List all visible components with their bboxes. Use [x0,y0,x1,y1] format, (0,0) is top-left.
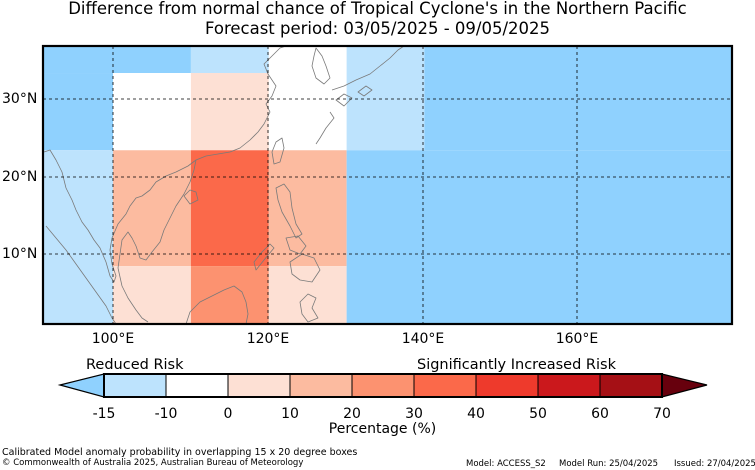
anomaly-cell [190,266,269,324]
lon-label-100e: 100°E [91,331,135,347]
footer-method-note: Calibrated Model anomaly probability in … [2,447,358,458]
anomaly-cell [346,46,425,151]
anomaly-cell [424,46,732,151]
colorbar-tick: 0 [223,406,233,422]
anomaly-cell [190,150,269,267]
anomaly-cell [346,150,732,324]
anomaly-cell [113,73,191,151]
lat-label-30n: 30°N [2,91,38,107]
coastline-indochina [117,159,197,269]
footer-copyright: © Commonwealth of Australia 2025, Austra… [2,458,304,468]
colorbar-bin [413,373,477,398]
colorbar-tick: -15 [92,406,116,422]
colorbar-tick: -10 [154,406,178,422]
colorbar-over-arrow [661,373,708,398]
colorbar-frame [103,373,663,398]
colorbar-bin [165,373,229,398]
anomaly-cell [190,46,269,74]
colorbar-bin [475,373,539,398]
coastline-sumatra [45,225,117,325]
coastline-borneo [185,285,249,325]
colorbar-axis-label: Percentage (%) [328,421,437,437]
coastline-korea [311,47,331,85]
lon-label-140e: 140°E [401,331,445,347]
colorbar-bin [227,373,291,398]
forecast-period: Forecast period: 03/05/2025 - 09/05/2025 [204,19,551,38]
coastline-malay-peninsula [117,267,149,323]
anomaly-cell [268,73,347,151]
graticule [43,46,732,324]
anomaly-cell [268,266,347,324]
coastline-hainan [183,189,199,205]
colorbar-bin [103,373,167,398]
colorbar-tick: 70 [653,406,671,422]
coastline-visayas [285,235,307,255]
coastline [43,45,405,325]
anomaly-cell [43,73,114,151]
increased-risk-label: Significantly Increased Risk [417,357,616,373]
colorbar-tick: 40 [467,406,485,422]
lat-label-10n: 10°N [2,246,38,262]
colorbar-bin [599,373,663,398]
coastline-palawan [253,243,275,271]
anomaly-cell [268,150,347,267]
coastline-japan [331,45,405,107]
anomaly-grid [43,46,732,324]
coastline-mindanao [289,253,321,283]
colorbar-tick: 10 [281,406,299,422]
anomaly-cell [113,150,191,267]
colorbar-bins [103,373,663,398]
anomaly-cell [268,46,347,74]
footer-issued: Issued: 27/04/2025 [674,459,755,469]
coastline-asia-mainland [43,45,287,283]
lon-label-120e: 120°E [246,331,290,347]
chart-title: Difference from normal chance of Tropica… [68,0,687,18]
colorbar-under-arrow [57,373,105,398]
anomaly-cell [43,46,191,74]
anomaly-cell [190,73,269,151]
lat-label-20n: 20°N [2,169,38,185]
colorbar-tick: 30 [405,406,423,422]
footer-model: Model: ACCESS_S2 [466,459,546,469]
colorbar-bin [289,373,353,398]
anomaly-cell [43,150,114,324]
colorbar-tick: 20 [343,406,361,422]
colorbar-tick: 50 [529,406,547,422]
colorbar-tick: 60 [591,406,609,422]
coastline-taiwan [271,137,285,165]
reduced-risk-label: Reduced Risk [86,357,184,373]
coastline-kyushu-ryukyu [315,111,335,145]
anomaly-cell [113,266,191,324]
footer-model-run: Model Run: 25/04/2025 [559,459,659,469]
map-frame [41,44,734,326]
coastline-sulawesi [299,293,319,323]
coastline-luzon [275,183,303,239]
colorbar-bin [537,373,601,398]
lon-label-160e: 160°E [555,331,599,347]
colorbar-bin [351,373,415,398]
